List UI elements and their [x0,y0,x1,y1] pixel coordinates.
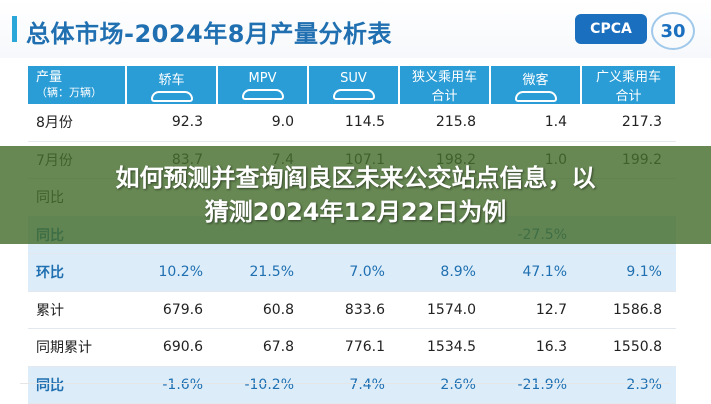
suv-icon [332,88,375,100]
table-cell: 1534.5 [399,328,490,367]
table-cell: 67.8 [217,328,308,367]
table-cell: 2.6% [399,366,490,404]
column-label: 轿车 [158,72,185,88]
table-cell: -10.2% [217,366,308,404]
table-cell: 215.8 [399,104,490,142]
minivan-icon [514,90,557,102]
article-title-line2: 猜测2024年12月22日为例 [204,198,507,226]
column-header-suv: SUV [308,66,400,104]
table-cell: 2.3% [581,366,676,404]
table-cell: 1586.8 [581,291,676,329]
anniversary-logo: 30 [651,12,695,50]
unit-header-line2: （辆：万辆） [36,86,102,99]
row-label: 8月份 [28,104,126,142]
table-cell: 7.4% [308,366,399,404]
article-title-line1: 如何预测并查询阎良区未来公交站点信息，以 [115,164,596,192]
table-cell: 217.3 [581,104,676,142]
table-row: 累计 679.6 60.8 833.6 1574.0 12.7 1586.8 [28,291,676,329]
column-header-sedan: 轿车 [126,66,218,104]
column-header-mpv: MPV [217,66,309,104]
footer-divider [20,383,670,394]
table-cell: 47.1% [490,253,581,292]
article-title-banner: 如何预测并查询阎良区未来公交站点信息，以 猜测2024年12月22日为例 [0,146,711,244]
column-sub-label: 合计 [615,89,642,104]
row-label: 环比 [28,253,126,292]
column-header-minivan: 微客 [490,66,582,104]
sedan-icon [150,90,193,102]
table-row: 环比 10.2% 21.5% 7.0% 8.9% 47.1% 9.1% [28,253,676,292]
column-label: 微客 [522,72,549,88]
table-row: 同期累计 690.6 67.8 776.1 1534.5 16.3 1550.8 [28,328,676,367]
table-cell: 1574.0 [399,291,490,329]
table-cell: 12.7 [490,291,581,329]
table-cell: 833.6 [308,291,399,329]
row-label: 同期累计 [28,328,126,367]
table-cell: 114.5 [308,104,399,142]
table-cell: 21.5% [217,253,308,292]
column-header-narrow-total: 狭义乘用车 合计 [399,66,491,104]
column-label: 广义乘用车 [595,70,661,85]
table-cell: 10.2% [126,253,217,292]
table-cell: 16.3 [490,328,581,367]
unit-header: 产量 （辆：万辆） [28,66,127,104]
column-label: MPV [248,70,277,86]
table-header-row: 产量 （辆：万辆） 轿车 MPV SUV 狭义乘用车 合计 微客 [28,66,677,104]
table-row: 同比 -1.6% -10.2% 7.4% 2.6% -21.9% 2.3% [28,366,676,404]
cpca-logo: CPCA [575,14,647,44]
title-accent-bar [12,16,17,42]
table-cell: 7.0% [308,253,399,292]
column-label: SUV [340,70,367,86]
table-cell: 9.1% [581,253,676,292]
table-cell: 679.6 [126,291,217,329]
table-row: 8月份 92.3 9.0 114.5 215.8 1.4 217.3 [28,104,676,142]
row-label: 累计 [28,291,126,329]
column-header-broad-total: 广义乘用车 合计 [581,66,677,104]
table-cell: 9.0 [217,104,308,142]
table-cell: 92.3 [126,104,217,142]
column-sub-label: 合计 [431,89,458,104]
row-label: 同比 [28,366,126,404]
page-title: 总体市场-2024年8月产量分析表 [26,20,392,48]
table-cell: -21.9% [490,366,581,404]
table-cell: 776.1 [308,328,399,367]
table-cell: 1550.8 [581,328,676,367]
table-cell: 8.9% [399,253,490,292]
unit-header-line1: 产量 [36,70,63,85]
table-cell: 60.8 [217,291,308,329]
table-cell: 1.4 [490,104,581,142]
title-bar: 总体市场-2024年8月产量分析表 CPCA 30 [0,0,711,58]
table-cell: 690.6 [126,328,217,367]
column-label: 狭义乘用车 [411,70,477,85]
mpv-icon [241,88,284,100]
